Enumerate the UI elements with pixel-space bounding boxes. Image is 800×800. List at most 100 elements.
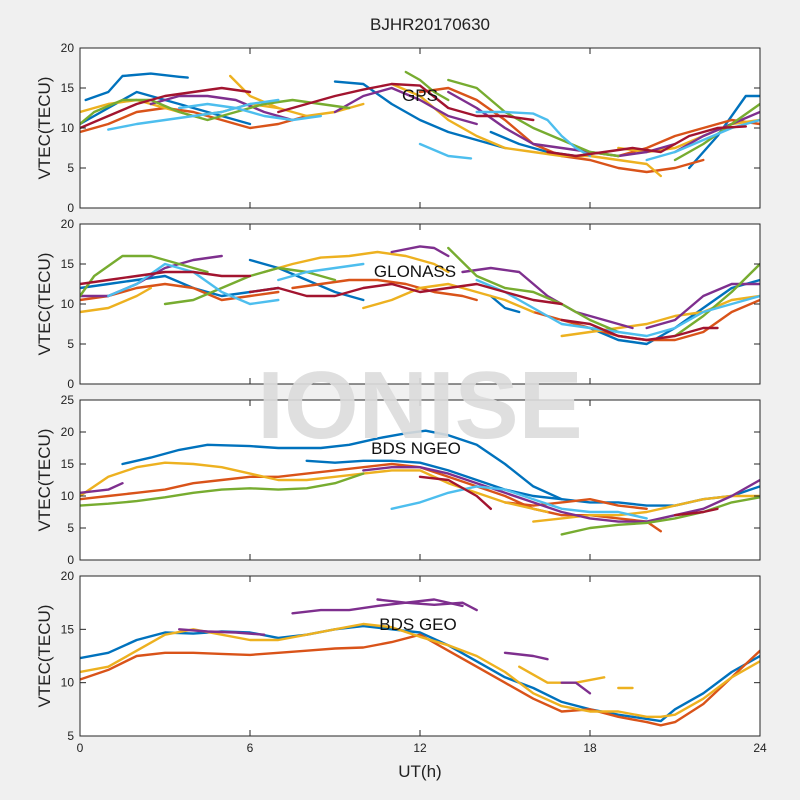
- plot-area: [80, 224, 760, 384]
- plot-area: [80, 400, 760, 560]
- series-line: [503, 651, 549, 661]
- panel-label: GLONASS: [374, 262, 456, 281]
- y-tick-label: 20: [61, 41, 75, 55]
- series-line: [447, 78, 620, 158]
- series-line: [461, 266, 634, 330]
- series-line: [263, 250, 450, 274]
- series-line: [673, 262, 760, 338]
- series-line: [248, 258, 365, 302]
- y-tick-label: 0: [67, 553, 74, 567]
- y-tick-label: 10: [61, 297, 75, 311]
- series-line: [560, 681, 592, 695]
- y-tick-label: 15: [61, 81, 75, 95]
- series-line: [560, 496, 760, 536]
- y-tick-label: 5: [67, 161, 74, 175]
- series-line: [333, 86, 478, 126]
- series-line: [362, 466, 760, 523]
- y-tick-label: 5: [67, 337, 74, 351]
- series-line: [546, 125, 747, 158]
- plot-area: [80, 48, 760, 208]
- series-line: [673, 110, 760, 154]
- y-tick-label: 20: [61, 217, 75, 231]
- series-group: [80, 598, 760, 727]
- series-line: [277, 82, 535, 122]
- series-line: [80, 86, 252, 130]
- y-axis-label: VTEC(TECU): [35, 77, 54, 180]
- series-line: [80, 461, 549, 514]
- y-axis-label: VTEC(TECU): [35, 253, 54, 356]
- series-line: [80, 254, 223, 298]
- series-line: [390, 245, 450, 258]
- series-line: [80, 286, 152, 314]
- series-line: [80, 274, 280, 298]
- series-group: [80, 429, 760, 536]
- y-tick-label: 20: [61, 569, 75, 583]
- y-tick-label: 0: [67, 201, 74, 215]
- series-line: [80, 270, 252, 286]
- series-line: [121, 429, 760, 507]
- series-line: [560, 294, 760, 338]
- panel-2: 0 5 10 15 20 25 VTEC(TECU) BDS NGEO: [35, 393, 761, 567]
- series-line: [489, 294, 521, 314]
- x-tick-label: 18: [583, 741, 597, 755]
- series-line: [149, 94, 294, 122]
- y-tick-label: 20: [61, 425, 75, 439]
- y-tick-label: 25: [61, 393, 75, 407]
- x-tick-label: 0: [77, 741, 84, 755]
- panel-label: BDS GEO: [379, 615, 456, 634]
- series-line: [80, 472, 365, 507]
- figure-title: BJHR20170630: [370, 15, 490, 34]
- series-group: [80, 245, 760, 346]
- series-line: [291, 278, 478, 302]
- panel-label: GPS: [402, 86, 438, 105]
- series-line: [688, 94, 760, 170]
- series-line: [80, 482, 124, 494]
- series-line: [80, 633, 760, 727]
- panel-0: 0 5 10 15 20 VTEC(TECU) GPS: [35, 41, 761, 215]
- series-line: [333, 80, 507, 150]
- x-tick-label: 24: [753, 741, 767, 755]
- series-line: [418, 475, 492, 510]
- series-line: [248, 282, 563, 306]
- y-tick-label: 10: [61, 121, 75, 135]
- series-line: [362, 282, 535, 314]
- series-line: [560, 318, 719, 342]
- y-tick-label: 10: [61, 676, 75, 690]
- series-line: [447, 90, 677, 158]
- series-line: [178, 102, 322, 122]
- series-line: [617, 118, 760, 154]
- series-line: [475, 278, 760, 338]
- series-line: [503, 498, 648, 510]
- series-line: [107, 98, 280, 131]
- series-line: [673, 507, 719, 517]
- series-line: [277, 262, 365, 282]
- y-axis-label: VTEC(TECU): [35, 605, 54, 708]
- y-tick-label: 15: [61, 457, 75, 471]
- series-line: [178, 628, 266, 636]
- y-tick-label: 15: [61, 622, 75, 636]
- series-line: [80, 98, 351, 126]
- y-tick-label: 15: [61, 257, 75, 271]
- series-line: [390, 485, 648, 520]
- series-group: [80, 70, 760, 178]
- series-line: [376, 598, 464, 608]
- series-line: [80, 254, 209, 298]
- series-line: [645, 118, 760, 162]
- y-tick-label: 5: [67, 729, 74, 743]
- panel-label: BDS NGEO: [371, 439, 461, 458]
- series-line: [404, 70, 450, 102]
- watermark: IONISE: [257, 352, 582, 459]
- series-line: [475, 110, 592, 158]
- x-axis-label: UT(h): [398, 762, 441, 781]
- x-tick-label: 6: [247, 741, 254, 755]
- y-axis-label: VTEC(TECU): [35, 429, 54, 532]
- panel-3: 5 10 15 20 0 6 12 18 24 VTEC(TECU) BDS GEO: [35, 569, 767, 755]
- series-line: [80, 624, 760, 723]
- y-tick-label: 5: [67, 521, 74, 535]
- series-line: [447, 246, 620, 334]
- series-line: [84, 72, 189, 102]
- series-line: [80, 106, 308, 134]
- y-tick-label: 10: [61, 489, 75, 503]
- series-line: [291, 601, 478, 615]
